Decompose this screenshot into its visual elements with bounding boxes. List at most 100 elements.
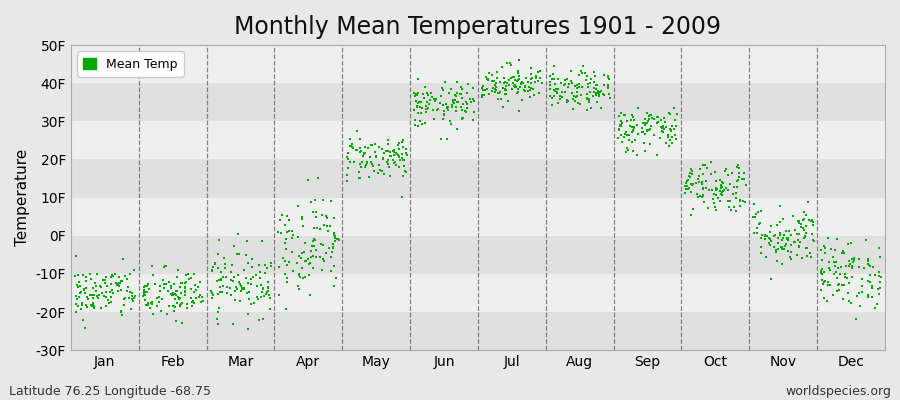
Point — [620, 132, 634, 138]
Point — [331, 236, 346, 242]
Point — [662, 110, 676, 116]
Point — [838, 274, 852, 280]
Point — [601, 82, 616, 88]
Point — [360, 159, 374, 165]
Point — [261, 284, 275, 290]
Point — [316, 242, 330, 248]
Point — [382, 149, 397, 155]
Point — [275, 254, 290, 261]
Point — [100, 283, 114, 289]
Point — [310, 214, 324, 220]
Point — [603, 95, 617, 101]
Point — [789, 230, 804, 237]
Point — [788, 226, 802, 233]
Point — [205, 268, 220, 275]
Point — [787, 239, 801, 245]
Point — [501, 77, 516, 84]
Point — [795, 254, 809, 261]
Point — [726, 184, 741, 190]
Point — [513, 84, 527, 90]
Point — [754, 244, 769, 250]
Point — [829, 259, 843, 266]
Point — [779, 236, 794, 242]
Point — [175, 300, 189, 306]
Point — [563, 78, 578, 84]
Point — [390, 151, 404, 157]
Point — [340, 172, 355, 178]
Point — [796, 235, 811, 241]
Point — [252, 262, 266, 268]
Point — [420, 99, 435, 106]
Point — [862, 272, 877, 278]
Point — [284, 249, 299, 256]
Point — [212, 289, 227, 295]
Point — [831, 265, 845, 272]
Point — [590, 82, 604, 88]
Point — [180, 301, 194, 307]
Point — [526, 92, 541, 98]
Point — [138, 282, 152, 289]
Point — [87, 305, 102, 311]
Point — [252, 316, 266, 323]
Point — [86, 302, 101, 309]
Point — [244, 301, 258, 307]
Point — [805, 231, 819, 238]
Point — [308, 197, 322, 203]
Point — [396, 137, 410, 144]
Point — [396, 144, 410, 150]
Point — [820, 298, 834, 304]
Point — [818, 245, 832, 251]
Point — [213, 269, 228, 275]
Point — [544, 102, 559, 109]
Point — [122, 289, 137, 296]
Point — [657, 126, 671, 132]
Point — [460, 90, 474, 97]
Point — [642, 116, 656, 122]
Point — [656, 123, 670, 130]
Point — [326, 245, 340, 251]
Point — [630, 152, 644, 158]
Point — [863, 263, 878, 270]
Point — [383, 152, 398, 159]
Point — [718, 184, 733, 191]
Point — [138, 297, 152, 304]
Point — [496, 104, 510, 110]
Point — [314, 241, 328, 248]
Point — [497, 75, 511, 81]
Point — [746, 200, 760, 207]
Point — [112, 280, 126, 286]
Point — [626, 124, 640, 130]
Point — [459, 99, 473, 105]
Point — [388, 158, 402, 165]
Point — [257, 270, 272, 276]
Point — [354, 164, 368, 170]
Point — [85, 302, 99, 309]
Point — [586, 93, 600, 99]
Point — [104, 298, 119, 305]
Point — [387, 160, 401, 166]
Point — [772, 232, 787, 238]
Point — [305, 242, 320, 249]
Point — [693, 166, 707, 172]
Point — [439, 136, 454, 142]
Point — [737, 170, 751, 176]
Point — [381, 140, 395, 147]
Point — [427, 96, 441, 102]
Point — [205, 264, 220, 270]
Point — [860, 260, 875, 267]
Point — [547, 76, 562, 82]
Point — [449, 126, 464, 132]
Point — [733, 164, 747, 171]
Point — [639, 110, 653, 116]
Point — [326, 241, 340, 247]
Point — [85, 292, 99, 298]
Point — [511, 56, 526, 63]
Point — [548, 88, 562, 94]
Point — [827, 271, 842, 277]
Point — [261, 288, 275, 294]
Bar — [71, 121, 885, 160]
Point — [751, 209, 765, 215]
Point — [668, 117, 682, 123]
Point — [721, 186, 735, 193]
Point — [854, 289, 868, 296]
